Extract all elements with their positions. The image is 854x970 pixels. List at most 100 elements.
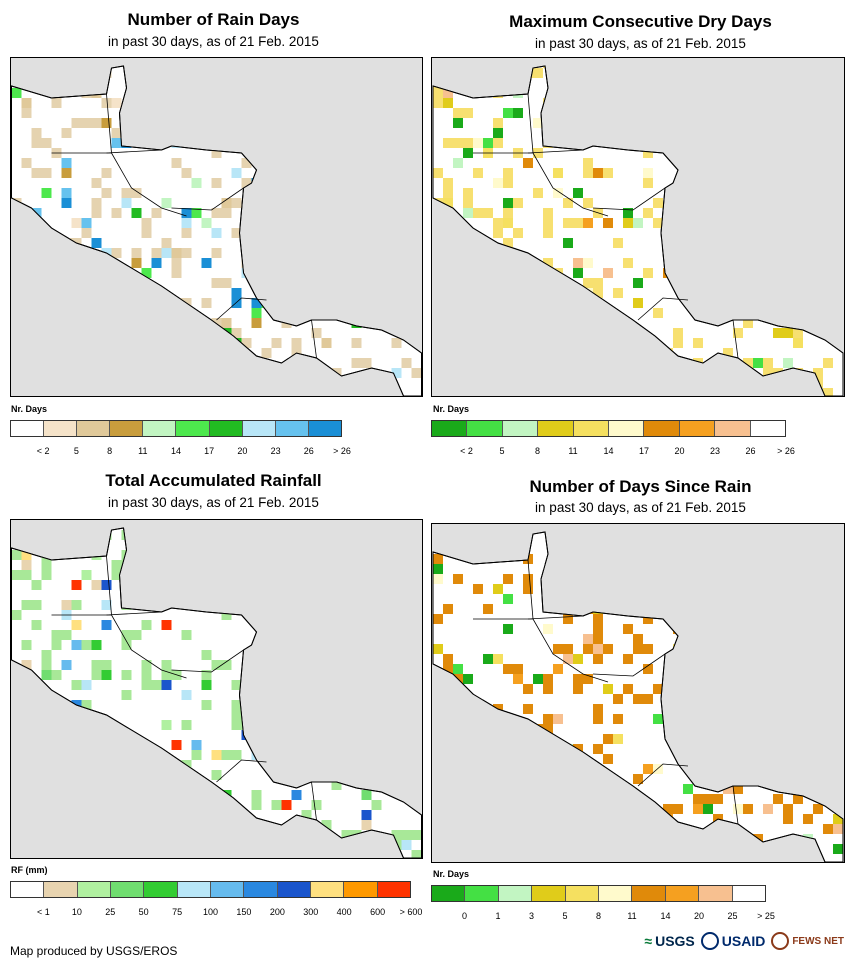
data-cell <box>91 208 102 218</box>
data-cell <box>453 694 463 704</box>
data-cell <box>813 544 823 554</box>
data-cell <box>171 810 182 820</box>
data-cell <box>433 208 443 218</box>
data-cell <box>21 660 32 670</box>
data-cell <box>793 724 803 734</box>
data-cell <box>321 118 332 128</box>
data-cell <box>181 720 192 730</box>
data-cell <box>823 158 833 168</box>
data-cell <box>573 674 583 684</box>
data-cell <box>493 774 503 784</box>
data-cell <box>271 288 282 298</box>
data-cell <box>733 208 743 218</box>
legend-tick-label: 1 <box>495 911 501 921</box>
data-cell <box>181 98 192 108</box>
data-cell <box>783 278 793 288</box>
data-cell <box>281 640 292 650</box>
data-cell <box>81 700 92 710</box>
data-cell <box>783 814 793 824</box>
data-cell <box>463 348 473 358</box>
data-cell <box>371 318 382 328</box>
data-cell <box>483 734 493 744</box>
data-cell <box>41 750 52 760</box>
legend-swatch <box>242 421 276 436</box>
data-cell <box>463 674 473 684</box>
data-cell <box>411 790 422 800</box>
data-cell <box>401 560 412 570</box>
data-cell <box>191 88 202 98</box>
data-cell <box>673 228 683 238</box>
data-cell <box>401 830 412 840</box>
data-cell <box>493 774 503 784</box>
data-cell <box>331 840 342 850</box>
data-cell <box>341 770 352 780</box>
data-cell <box>181 248 192 258</box>
data-cell <box>713 66 723 68</box>
data-cell <box>523 368 533 378</box>
data-cell <box>71 680 82 690</box>
data-cell <box>563 534 573 544</box>
data-cell <box>311 720 322 730</box>
data-cell <box>101 368 112 378</box>
data-cell <box>401 318 412 328</box>
data-cell <box>783 704 793 714</box>
data-cell <box>533 754 543 764</box>
map <box>431 523 845 863</box>
data-cell <box>261 188 272 198</box>
data-cell <box>643 544 653 554</box>
data-cell <box>101 168 112 178</box>
data-cell <box>693 168 703 178</box>
data-cell <box>533 308 543 318</box>
data-cell <box>161 298 172 308</box>
data-cell <box>773 664 783 674</box>
data-cell <box>91 550 102 560</box>
data-cell <box>21 740 32 750</box>
data-cell <box>321 78 332 88</box>
data-cell <box>181 208 192 218</box>
data-cell <box>433 88 443 98</box>
data-cell <box>463 188 473 198</box>
data-cell <box>231 830 242 840</box>
data-cell <box>411 68 422 78</box>
data-cell <box>463 388 473 396</box>
data-cell <box>453 764 463 774</box>
data-cell <box>311 268 322 278</box>
data-cell <box>713 844 723 854</box>
data-cell <box>61 760 72 770</box>
data-cell <box>733 694 743 704</box>
legend-tick-label: 11 <box>568 446 578 456</box>
data-cell <box>281 550 292 560</box>
data-cell <box>453 844 463 854</box>
data-cell <box>473 804 483 814</box>
data-cell <box>453 68 463 78</box>
data-cell <box>513 754 523 764</box>
data-cell <box>151 850 162 858</box>
data-cell <box>713 774 723 784</box>
data-cell <box>131 630 142 640</box>
data-cell <box>191 560 202 570</box>
data-cell <box>201 98 212 108</box>
data-cell <box>663 248 673 258</box>
data-cell <box>341 198 352 208</box>
data-cell <box>171 740 182 750</box>
data-cell <box>311 770 322 780</box>
data-cell <box>361 790 372 800</box>
data-cell <box>483 844 493 854</box>
usgs-wave-icon: ≈ <box>644 933 653 949</box>
data-cell <box>803 178 813 188</box>
data-cell <box>513 532 523 534</box>
country-border <box>216 297 267 321</box>
panel-subtitle: in past 30 days, as of 21 Feb. 2015 <box>535 500 746 515</box>
data-cell <box>783 624 793 634</box>
data-cell <box>351 178 362 188</box>
data-cell <box>281 348 292 358</box>
data-cell <box>563 218 573 228</box>
coastline <box>11 527 422 858</box>
data-cell <box>783 328 793 338</box>
country-border <box>216 759 267 783</box>
data-cell <box>101 760 112 770</box>
data-cell <box>733 288 743 298</box>
data-cell <box>281 800 292 810</box>
data-cell <box>813 804 823 814</box>
data-cell <box>813 368 823 378</box>
